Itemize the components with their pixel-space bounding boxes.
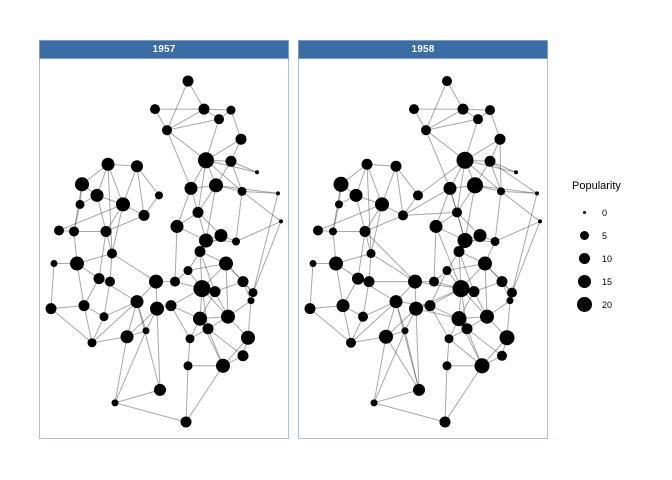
facet-panel-1958: 1958 <box>298 40 548 439</box>
legend-label-10: 10 <box>602 253 613 264</box>
facet-label-1958: 1958 <box>411 44 435 55</box>
legend-entry-20: 20 <box>570 293 670 316</box>
size-dot-icon <box>578 253 590 264</box>
facet-panel-1957: 1957 <box>39 40 289 439</box>
legend-entry-0: 0 <box>570 201 670 224</box>
network-plot-1958 <box>298 59 548 439</box>
legend-title: Popularity <box>572 180 621 192</box>
legend-entry-10: 10 <box>570 247 670 270</box>
facet-strip-1957: 1957 <box>39 40 289 59</box>
legend-entry-5: 5 <box>570 224 670 247</box>
legend-key-5 <box>570 231 598 240</box>
size-dot-icon <box>582 211 586 214</box>
facet-label-1957: 1957 <box>152 44 176 55</box>
legend-label-20: 20 <box>602 299 613 310</box>
legend-key-20 <box>570 297 598 312</box>
legend-key-10 <box>570 253 598 264</box>
legend-key-15 <box>570 275 598 288</box>
legend-label-5: 5 <box>602 230 608 241</box>
legend-label-15: 15 <box>602 276 613 287</box>
legend-label-0: 0 <box>602 207 608 218</box>
legend-key-0 <box>570 211 598 214</box>
facet-strip-1958: 1958 <box>298 40 548 59</box>
legend-entry-15: 15 <box>570 270 670 293</box>
size-dot-icon <box>577 275 591 288</box>
network-plot-1957 <box>39 59 289 439</box>
size-legend: Popularity 0 5 10 15 20 <box>570 180 670 316</box>
network-svg-1957 <box>45 75 283 428</box>
facet-panels: 1957 1958 <box>39 40 548 439</box>
size-dot-icon <box>576 297 592 312</box>
size-dot-icon <box>579 231 589 240</box>
network-svg-1958 <box>304 76 542 428</box>
